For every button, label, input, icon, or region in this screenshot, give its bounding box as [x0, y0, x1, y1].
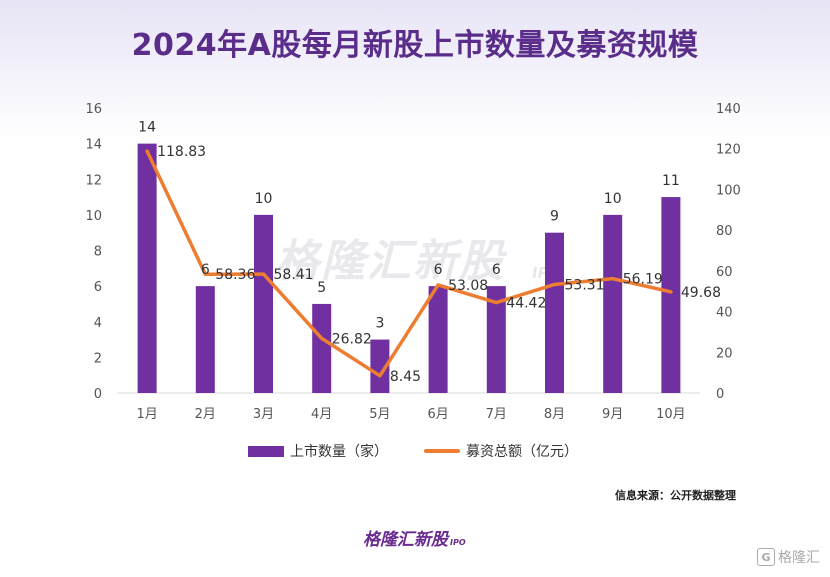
brand-logo-icon: G — [757, 548, 775, 566]
bar — [254, 214, 273, 393]
line-data-label: 58.41 — [274, 267, 314, 283]
brand-sub: IPO — [450, 538, 466, 547]
y-right-tick-label: 0 — [716, 387, 724, 402]
bar-data-label: 6 — [201, 262, 210, 278]
y-left-tick-label: 10 — [85, 209, 102, 224]
legend-line-label: 募资总额（亿元） — [466, 444, 578, 460]
y-left-tick-label: 0 — [94, 387, 102, 402]
x-tick-label: 9月 — [602, 407, 623, 422]
y-right-tick-label: 60 — [716, 265, 733, 280]
y-right-tick-label: 40 — [716, 306, 733, 321]
line-data-label: 53.08 — [448, 278, 488, 294]
bar-data-label: 6 — [492, 262, 501, 278]
x-tick-label: 8月 — [544, 407, 565, 422]
x-tick-label: 1月 — [136, 407, 157, 422]
line-data-label: 58.36 — [215, 267, 255, 283]
chart-title: 2024年A股每月新股上市数量及募资规模 — [131, 28, 699, 63]
line-data-label: 49.68 — [681, 285, 721, 301]
legend: 上市数量（家） 募资总额（亿元） — [248, 441, 578, 461]
x-tick-label: 2月 — [195, 407, 216, 422]
bar-data-label: 9 — [550, 209, 559, 225]
source-note: 信息来源：公开数据整理 — [615, 489, 736, 502]
bar — [661, 197, 681, 393]
x-tick-label: 5月 — [369, 407, 390, 422]
bar-data-label: 10 — [604, 191, 622, 207]
x-tick-label: 4月 — [311, 407, 332, 422]
bar-data-label: 5 — [317, 280, 326, 296]
corner-brand-name: 格隆汇 — [778, 550, 820, 566]
bar-data-label: 14 — [138, 120, 156, 136]
bar-data-label: 6 — [434, 262, 443, 278]
y-left-tick-label: 4 — [94, 316, 102, 331]
legend-item-bar: 上市数量（家） — [248, 441, 388, 461]
bar-data-label: 11 — [662, 173, 680, 189]
line-data-label: 26.82 — [332, 331, 372, 347]
x-tick-label: 7月 — [486, 407, 507, 422]
bar-data-label: 3 — [375, 316, 384, 332]
line-series — [145, 149, 673, 378]
corner-brand: G 格隆汇 — [757, 547, 820, 567]
y-right-tick-label: 140 — [716, 102, 741, 117]
bar — [603, 214, 623, 393]
y-right-tick-label: 80 — [716, 224, 733, 239]
line-data-label: 53.31 — [565, 277, 605, 293]
y-right-tick-label: 100 — [716, 183, 741, 198]
brand-name: 格隆汇新股 — [363, 530, 448, 550]
y-left-tick-label: 14 — [85, 138, 102, 153]
legend-bar-swatch — [248, 445, 284, 457]
y-left-tick-label: 2 — [94, 351, 102, 366]
line-data-label: 118.83 — [157, 144, 206, 160]
x-tick-label: 3月 — [253, 407, 274, 422]
legend-item-line: 募资总额（亿元） — [424, 441, 578, 461]
x-tick-label: 10月 — [656, 407, 686, 422]
legend-line-swatch — [424, 449, 460, 453]
bar — [545, 232, 564, 393]
bar — [486, 286, 506, 393]
y-right-tick-label: 20 — [716, 346, 733, 361]
bar — [370, 339, 390, 393]
bar — [428, 286, 448, 393]
brand-logo: 格隆汇新股 IPO — [363, 525, 466, 550]
line-data-label: 8.45 — [390, 369, 421, 385]
line-data-label: 44.42 — [506, 296, 546, 312]
y-left-tick-label: 16 — [85, 102, 102, 117]
y-left-tick-label: 8 — [94, 245, 102, 260]
line-data-label: 56.19 — [623, 272, 663, 288]
bar — [195, 286, 215, 393]
x-tick-label: 6月 — [427, 407, 448, 422]
y-left-tick-label: 12 — [85, 173, 102, 188]
bar — [312, 303, 332, 393]
y-left-tick-label: 6 — [94, 280, 102, 295]
bar-data-label: 10 — [255, 191, 273, 207]
legend-bar-label: 上市数量（家） — [290, 444, 388, 460]
y-right-tick-label: 120 — [716, 143, 741, 158]
bar — [137, 143, 157, 393]
